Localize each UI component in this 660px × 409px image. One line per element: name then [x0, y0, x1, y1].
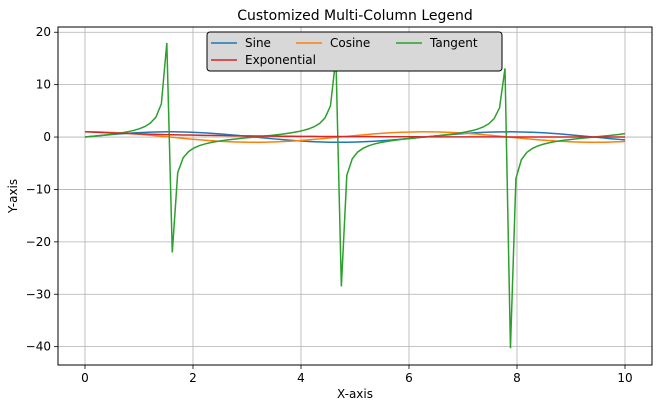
- y-tick-label: 20: [36, 25, 51, 39]
- x-tick-label: 0: [81, 371, 89, 385]
- series-line-tangent: [84, 42, 626, 349]
- legend-label: Exponential: [245, 53, 316, 67]
- legend-item-tangent: Tangent: [396, 36, 478, 50]
- legend-item-cosine: Cosine: [296, 36, 370, 50]
- grid: [58, 27, 652, 365]
- series-line-cosine: [84, 131, 626, 144]
- x-tick-label: 6: [405, 371, 413, 385]
- y-tick-label: 10: [36, 78, 51, 92]
- legend-item-exponential: Exponential: [211, 53, 316, 67]
- legend-label: Cosine: [330, 36, 370, 50]
- chart-title: Customized Multi-Column Legend: [237, 8, 473, 24]
- legend: Sine Cosine Tangent Exponential: [206, 31, 503, 72]
- x-tick-label: 4: [297, 371, 305, 385]
- legend-item-sine: Sine: [211, 36, 271, 50]
- x-tick-label: 8: [513, 371, 521, 385]
- ticks: 0 2 4 6 8 10 −40 −30 −20 −10 0 10 20: [26, 25, 633, 385]
- series-line-exponential: [84, 131, 625, 138]
- series-line-sine: [84, 131, 626, 144]
- series-layer: [84, 42, 626, 349]
- legend-label: Tangent: [429, 36, 478, 50]
- x-tick-label: 10: [617, 371, 632, 385]
- y-tick-label: −20: [26, 235, 51, 249]
- y-tick-label: 0: [43, 130, 51, 144]
- legend-box: [206, 31, 503, 72]
- y-tick-label: −40: [26, 340, 51, 354]
- y-axis-label: Y-axis: [6, 179, 20, 214]
- x-axis-label: X-axis: [337, 387, 373, 401]
- y-tick-label: −30: [26, 287, 51, 301]
- plot-frame: [57, 26, 653, 366]
- x-tick-label: 2: [189, 371, 197, 385]
- y-tick-label: −10: [26, 182, 51, 196]
- legend-label: Sine: [245, 36, 271, 50]
